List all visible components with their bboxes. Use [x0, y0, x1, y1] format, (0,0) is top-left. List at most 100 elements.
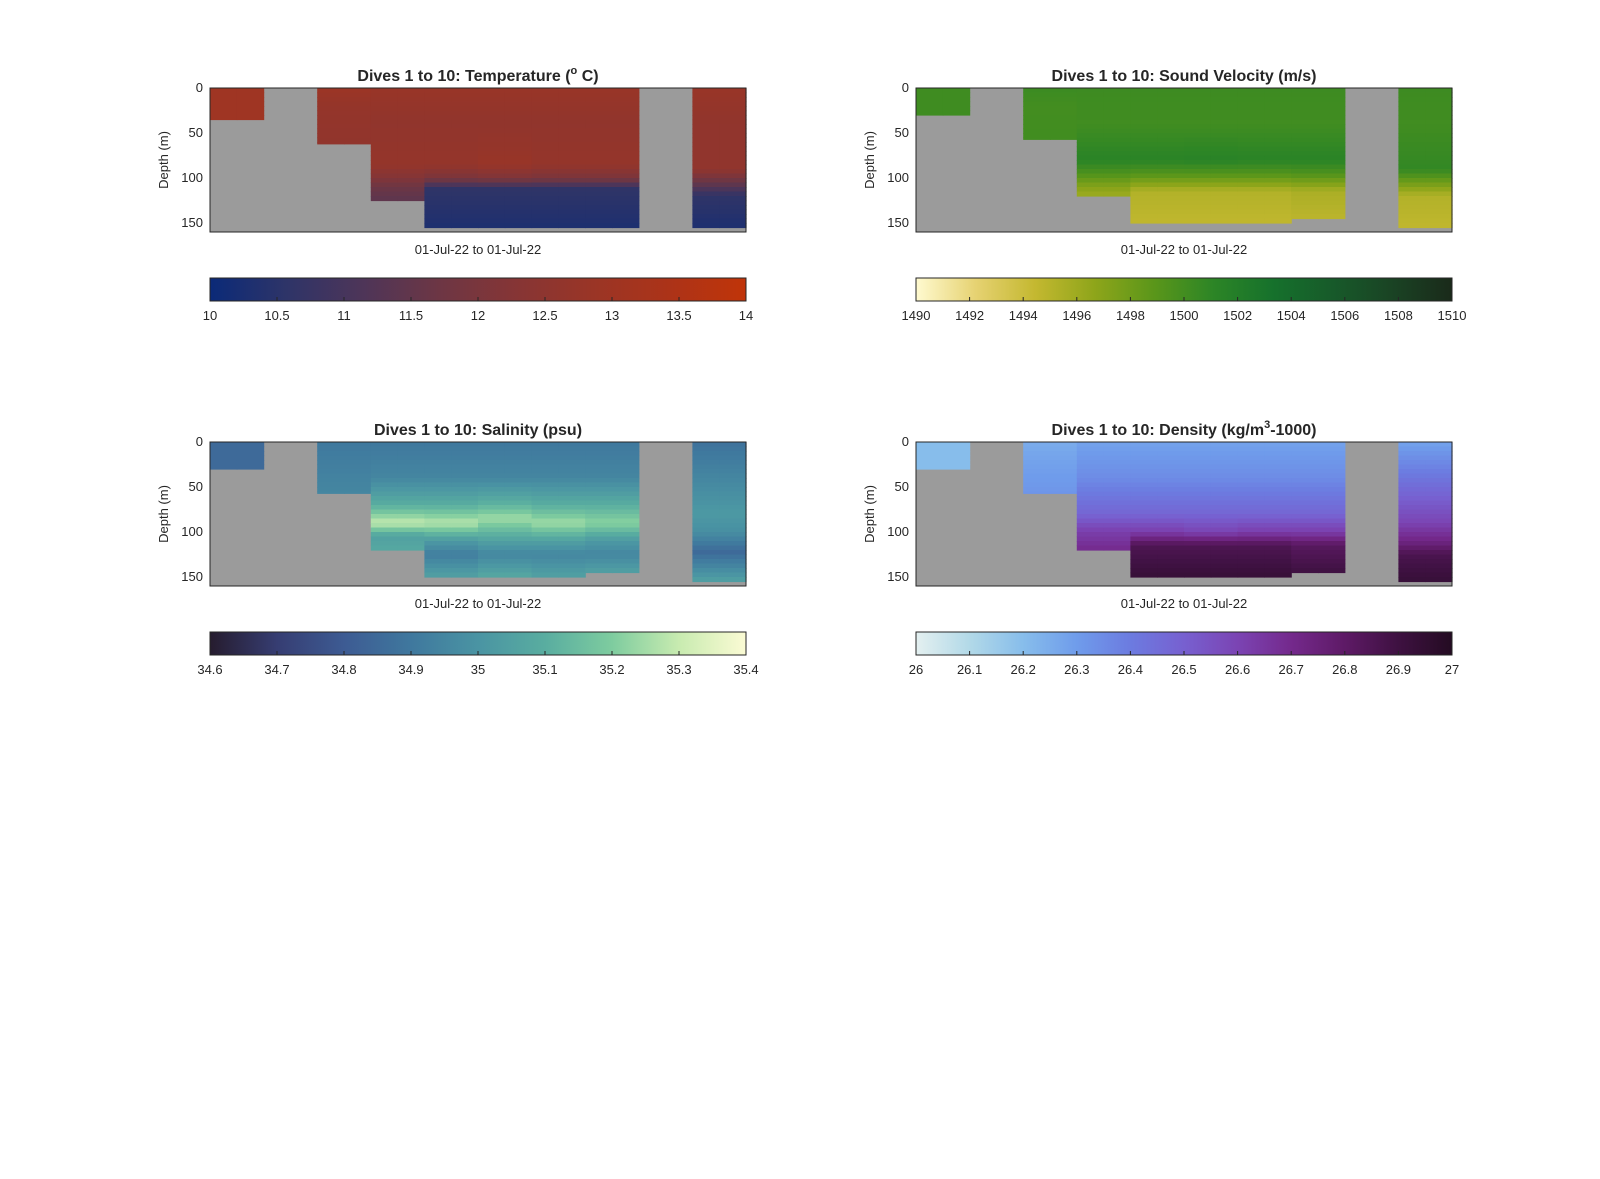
heatmap-cell [692, 514, 720, 520]
heatmap-cell [1184, 568, 1212, 574]
heatmap-cell [1264, 142, 1292, 148]
heatmap-cell [719, 487, 747, 493]
heatmap-cell [1184, 214, 1212, 220]
heatmap-cell [478, 137, 506, 143]
heatmap-cell [585, 124, 613, 130]
heatmap-cell [1103, 473, 1131, 479]
heatmap-cell [1318, 97, 1346, 103]
heatmap-cell [1291, 205, 1319, 211]
heatmap-cell [1318, 92, 1346, 98]
y-axis-label: Depth (m) [156, 131, 171, 189]
heatmap-cell [692, 545, 720, 551]
heatmap-cell [612, 496, 640, 502]
heatmap-cell [585, 146, 613, 152]
heatmap-cell [558, 196, 586, 202]
heatmap-cell [1237, 92, 1265, 98]
heatmap-cell [1050, 460, 1078, 466]
heatmap-cell [1210, 142, 1239, 148]
heatmap-cell [612, 187, 640, 193]
heatmap-cell [478, 92, 506, 98]
heatmap-cell [1398, 496, 1426, 502]
heatmap-cell [531, 491, 559, 497]
heatmap-cell [504, 106, 533, 112]
heatmap-cell [397, 151, 425, 157]
heatmap-cell [1398, 106, 1426, 112]
y-tick-label: 0 [196, 434, 203, 449]
heatmap-cell [1157, 568, 1185, 574]
heatmap-cell [1130, 455, 1158, 461]
heatmap-cell [1398, 442, 1426, 448]
heatmap-cell [531, 187, 559, 193]
heatmap-cell [1076, 146, 1105, 152]
heatmap-cell [504, 200, 533, 206]
heatmap-cell [504, 514, 533, 520]
colorbar: 1490 1492 1494 1496 1498 1500 1502 1504 1506 1508… [902, 277, 1466, 323]
heatmap-cell [719, 473, 747, 479]
heatmap-cell [1237, 455, 1265, 461]
heatmap-cell [1398, 451, 1426, 457]
heatmap-cell [1050, 473, 1078, 479]
heatmap-cell [612, 169, 640, 175]
heatmap-cell [451, 509, 479, 515]
heatmap-cell [344, 106, 372, 112]
heatmap-cell [478, 124, 506, 130]
heatmap-cell [370, 491, 399, 497]
heatmap-cell [1398, 124, 1426, 130]
heatmap-cell [1210, 209, 1239, 215]
plot-frame [209, 87, 747, 233]
heatmap-cell [1130, 563, 1158, 569]
heatmap-cell [1130, 482, 1158, 488]
heatmap-cell [558, 218, 586, 224]
heatmap-cell [1157, 572, 1185, 578]
heatmap-cell [1318, 460, 1346, 466]
heatmap-cell [478, 196, 506, 202]
heatmap-cell [1318, 563, 1346, 569]
heatmap-cell [1103, 133, 1131, 139]
heatmap-cell [719, 187, 747, 193]
heatmap-cell [1023, 487, 1051, 493]
heatmap-cell [1210, 119, 1239, 125]
heatmap-cell [531, 482, 559, 488]
heatmap-cell [1157, 446, 1185, 452]
heatmap-cell [1398, 160, 1426, 166]
heatmap-cell [478, 178, 506, 184]
heatmap-cell [504, 496, 533, 502]
heatmap-cell [1157, 442, 1185, 448]
heatmap-cell [585, 541, 613, 547]
heatmap-cell [370, 101, 399, 107]
heatmap-cell [1237, 205, 1265, 211]
heatmap-cell [1103, 97, 1131, 103]
heatmap-cell [1318, 173, 1346, 179]
heatmap-cell [585, 460, 613, 466]
heatmap-cell [1425, 541, 1453, 547]
heatmap-cell [1130, 151, 1158, 157]
heatmap-cell [1425, 559, 1453, 565]
y-tick-label: 0 [196, 80, 203, 95]
colorbar-tick-label: 1490 [902, 308, 931, 323]
heatmap-cell [1076, 536, 1105, 542]
heatmap-cell [1264, 133, 1292, 139]
heatmap-cell [370, 532, 399, 538]
heatmap-cell [1318, 496, 1346, 502]
heatmap-cell [1318, 442, 1346, 448]
heatmap-cell [1398, 169, 1426, 175]
heatmap-cell [1130, 106, 1158, 112]
heatmap-cell [692, 500, 720, 506]
heatmap-cell [612, 482, 640, 488]
heatmap-cell [1291, 169, 1319, 175]
heatmap-cell [424, 442, 452, 448]
heatmap-cell [531, 523, 559, 529]
heatmap-cell [236, 451, 265, 457]
heatmap-cell [1237, 487, 1265, 493]
heatmap-cell [1050, 110, 1078, 116]
heatmap-cell [585, 451, 613, 457]
heatmap-cell [1157, 160, 1185, 166]
heatmap-cell [504, 523, 533, 529]
heatmap-cell [719, 110, 747, 116]
heatmap-cell [424, 160, 452, 166]
heatmap-cell [1050, 124, 1078, 130]
heatmap-cell [1023, 455, 1051, 461]
heatmap-cell [1318, 523, 1346, 529]
heatmap-cell [504, 482, 533, 488]
heatmap-cell [1318, 155, 1346, 161]
